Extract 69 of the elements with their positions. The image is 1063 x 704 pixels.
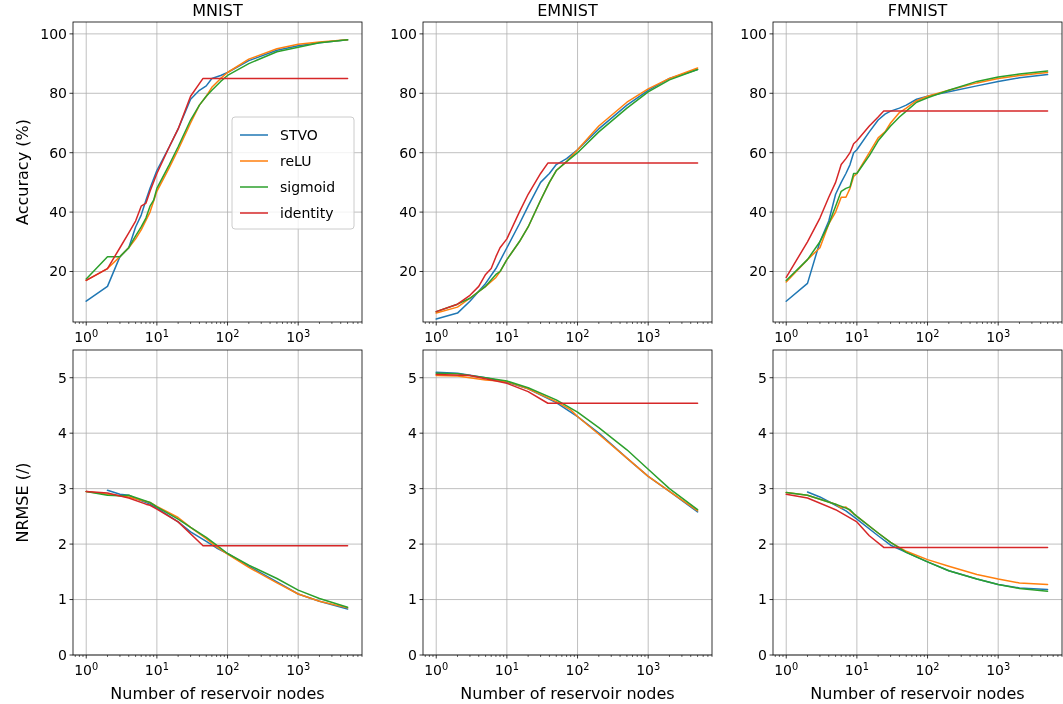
y-tick-label: 1 bbox=[408, 591, 417, 608]
x-tick-label: 10$^{0}$ bbox=[424, 660, 449, 678]
y-tick-label: 0 bbox=[408, 646, 417, 663]
x-tick-label: 10$^{3}$ bbox=[286, 660, 311, 678]
y-tick-label: 40 bbox=[399, 204, 417, 220]
x-axis-title: Number of reservoir nodes bbox=[460, 684, 675, 703]
y-tick-label: 5 bbox=[758, 369, 767, 386]
y-tick-label: 1 bbox=[58, 591, 67, 608]
y-tick-label: 3 bbox=[408, 480, 417, 497]
x-tick-label: 10$^{0}$ bbox=[774, 660, 799, 678]
chart-title: MNIST bbox=[192, 1, 243, 20]
y-tick-label: 5 bbox=[408, 369, 417, 386]
x-tick-label: 10$^{2}$ bbox=[565, 660, 590, 678]
legend-label: STVO bbox=[280, 126, 318, 143]
x-tick-label: 10$^{3}$ bbox=[636, 327, 661, 345]
chart-title: FMNIST bbox=[887, 1, 948, 20]
y-tick-label: 0 bbox=[758, 646, 767, 663]
y-tick-label: 40 bbox=[749, 204, 767, 220]
y-tick-label: 20 bbox=[749, 263, 767, 280]
x-axis-title: Number of reservoir nodes bbox=[810, 684, 1025, 703]
y-axis-title: Accuracy (%) bbox=[13, 119, 32, 225]
x-tick-label: 10$^{0}$ bbox=[774, 327, 799, 345]
legend-label: identity bbox=[280, 204, 334, 221]
y-tick-label: 60 bbox=[49, 144, 67, 161]
y-tick-label: 2 bbox=[758, 535, 767, 552]
y-tick-label: 60 bbox=[749, 144, 767, 161]
x-tick-label: 10$^{1}$ bbox=[844, 327, 869, 345]
y-tick-label: 1 bbox=[758, 591, 767, 608]
y-tick-label: 100 bbox=[40, 25, 67, 42]
x-tick-label: 10$^{3}$ bbox=[986, 660, 1011, 678]
y-tick-label: 4 bbox=[58, 425, 68, 442]
legend-label: reLU bbox=[280, 152, 312, 169]
y-tick-label: 80 bbox=[399, 85, 417, 102]
x-tick-label: 10$^{3}$ bbox=[636, 660, 661, 678]
x-tick-label: 10$^{0}$ bbox=[424, 327, 449, 345]
y-tick-label: 40 bbox=[49, 204, 67, 220]
x-tick-label: 10$^{1}$ bbox=[144, 660, 169, 678]
y-tick-label: 100 bbox=[740, 25, 767, 42]
x-tick-label: 10$^{2}$ bbox=[915, 327, 940, 345]
x-tick-label: 10$^{1}$ bbox=[494, 660, 519, 678]
x-tick-label: 10$^{3}$ bbox=[986, 327, 1011, 345]
y-tick-label: 0 bbox=[58, 646, 67, 663]
x-tick-label: 10$^{2}$ bbox=[565, 327, 590, 345]
y-tick-label: 20 bbox=[399, 263, 417, 280]
x-tick-label: 10$^{2}$ bbox=[215, 660, 240, 678]
x-tick-label: 10$^{1}$ bbox=[844, 660, 869, 678]
y-tick-label: 100 bbox=[390, 25, 417, 42]
x-tick-label: 10$^{0}$ bbox=[74, 660, 99, 678]
y-tick-label: 3 bbox=[58, 480, 67, 497]
chart-title: EMNIST bbox=[537, 1, 598, 20]
x-tick-label: 10$^{0}$ bbox=[74, 327, 99, 345]
y-axis-title: NRMSE (/) bbox=[13, 462, 32, 543]
y-tick-label: 2 bbox=[58, 535, 67, 552]
x-tick-label: 10$^{2}$ bbox=[915, 660, 940, 678]
y-tick-label: 80 bbox=[749, 85, 767, 102]
x-axis-title: Number of reservoir nodes bbox=[110, 684, 325, 703]
y-tick-label: 2 bbox=[408, 535, 417, 552]
x-tick-label: 10$^{2}$ bbox=[215, 327, 240, 345]
y-tick-label: 60 bbox=[399, 144, 417, 161]
legend-label: sigmoid bbox=[280, 178, 336, 195]
x-tick-label: 10$^{3}$ bbox=[286, 327, 311, 345]
y-tick-label: 4 bbox=[408, 425, 418, 442]
x-tick-label: 10$^{1}$ bbox=[494, 327, 519, 345]
x-tick-label: 10$^{1}$ bbox=[144, 327, 169, 345]
y-tick-label: 80 bbox=[49, 85, 67, 102]
y-tick-label: 3 bbox=[758, 480, 767, 497]
y-tick-label: 5 bbox=[58, 369, 67, 386]
y-tick-label: 4 bbox=[758, 425, 768, 442]
y-tick-label: 20 bbox=[49, 263, 67, 280]
